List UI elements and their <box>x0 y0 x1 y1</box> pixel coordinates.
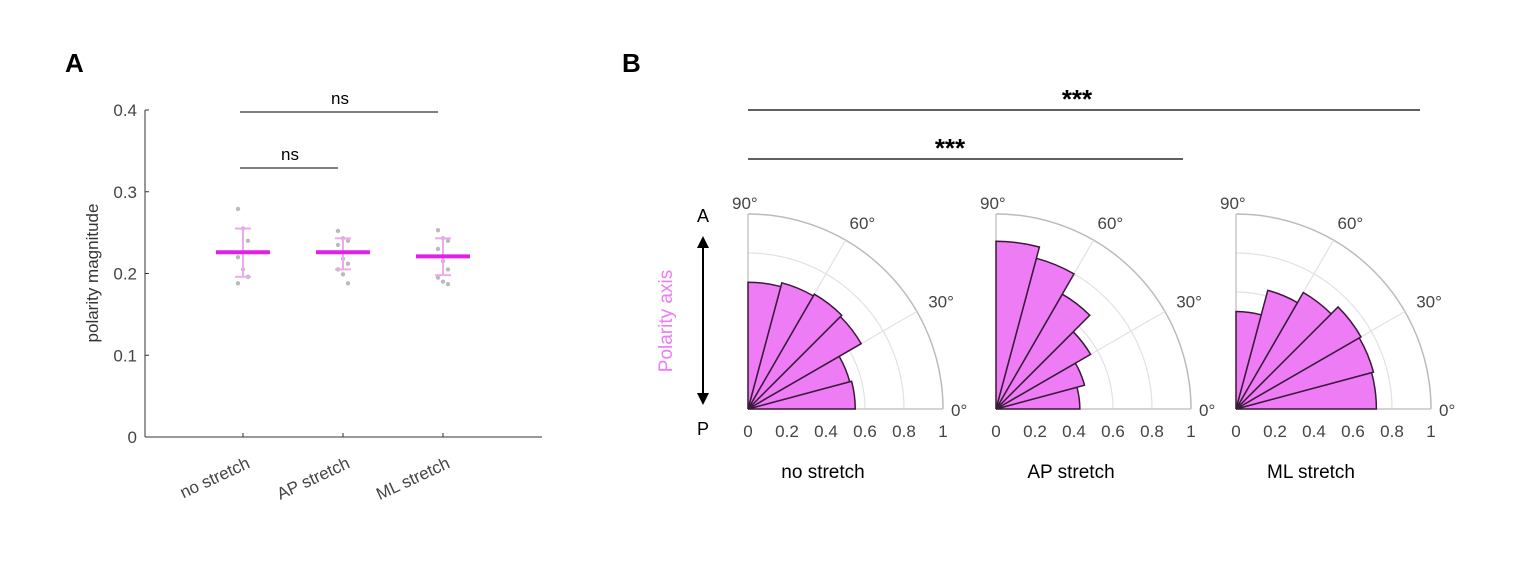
r-tick-label: 0.4 <box>1062 422 1086 441</box>
series-label: no stretch <box>781 462 864 483</box>
data-point <box>445 281 451 287</box>
y-tick-label: 0.3 <box>113 183 137 202</box>
angle-label: 30° <box>1416 293 1442 312</box>
data-point <box>435 227 441 233</box>
histogram-bin <box>747 281 815 410</box>
significance-label: *** <box>1062 84 1093 114</box>
data-point <box>345 261 351 266</box>
r-tick-label: 0.6 <box>853 422 877 441</box>
data-point <box>345 238 351 243</box>
histogram-bin <box>747 281 782 410</box>
radial-gridline <box>747 213 944 410</box>
angle-label: 30° <box>1176 293 1202 312</box>
panel-label-a: A <box>65 48 84 78</box>
data-point <box>345 281 351 286</box>
angle-label: 60° <box>1338 214 1364 233</box>
data-point <box>335 228 341 234</box>
data-point <box>435 246 441 252</box>
r-tick-label: 0 <box>991 422 1000 441</box>
data-point <box>440 279 446 284</box>
significance-label: ns <box>281 145 299 164</box>
data-point <box>340 272 346 277</box>
polar-plot: 0° 30° 60° 90° 0 0.2 0.4 0.6 0.8 1 no stretch <box>732 194 967 483</box>
y-tick-label: 0 <box>128 428 137 447</box>
angle-label: 90° <box>1220 194 1246 213</box>
angle-label: 0° <box>1199 401 1215 420</box>
polar-plot: 0° 30° 60° 90° 0 0.2 0.4 0.6 0.8 1 ML stretch <box>1220 194 1455 483</box>
histogram-bin <box>747 293 843 410</box>
angle-label: 0° <box>1439 401 1455 420</box>
polarity-axis-label: Polarity axis <box>656 270 677 372</box>
axis-end-p: P <box>697 419 709 439</box>
significance-label: *** <box>935 133 966 163</box>
y-tick-label: 0.2 <box>113 265 137 284</box>
r-tick-label: 0.8 <box>1380 422 1404 441</box>
angle-label: 60° <box>850 214 876 233</box>
radial-gridline <box>1235 213 1432 410</box>
r-tick-label: 0 <box>1231 422 1240 441</box>
r-tick-label: 0.4 <box>1302 422 1326 441</box>
r-tick-label: 1 <box>1426 422 1435 441</box>
r-tick-label: 1 <box>938 422 947 441</box>
radial-gridline <box>1235 252 1393 410</box>
data-point <box>445 238 451 243</box>
r-tick-label: 0.6 <box>1341 422 1365 441</box>
histogram-bin <box>1235 289 1299 410</box>
r-tick-label: 0.2 <box>775 422 799 441</box>
y-tick-label: 0.4 <box>113 101 137 120</box>
r-tick-label: 0.2 <box>1023 422 1047 441</box>
r-tick-label: 0 <box>743 422 752 441</box>
data-point <box>435 275 441 280</box>
radial-gridline <box>995 213 1192 410</box>
histogram-bin <box>1235 291 1333 410</box>
angle-label: 90° <box>732 194 758 213</box>
histogram-bin <box>995 240 1041 410</box>
r-tick-label: 0.4 <box>814 422 838 441</box>
panel-label-b: B <box>622 48 641 78</box>
x-tick-label: ML stretch <box>373 453 452 503</box>
polar-plot: 0° 30° 60° 90° 0 0.2 0.4 0.6 0.8 1 AP stretch <box>980 194 1215 483</box>
data-point <box>335 242 341 248</box>
panel-b-chart: 0° 30° 60° 90° 0 0.2 0.4 0.6 0.8 1 no stretch 0° 30°… <box>656 84 1455 483</box>
r-tick-label: 0.2 <box>1263 422 1287 441</box>
data-point <box>235 254 241 260</box>
significance-label: ns <box>331 89 349 108</box>
angle-label: 30° <box>928 293 954 312</box>
r-tick-label: 1 <box>1186 422 1195 441</box>
histogram-bin <box>1235 305 1362 410</box>
data-point <box>235 281 241 286</box>
radial-gridline <box>747 252 905 410</box>
axis-end-a: A <box>697 206 709 226</box>
y-tick-label: 0.1 <box>113 346 137 365</box>
data-point <box>235 206 241 212</box>
arrow-head-up-icon <box>697 236 709 248</box>
series-label: AP stretch <box>1027 462 1114 483</box>
angle-label: 90° <box>980 194 1006 213</box>
data-point <box>445 267 451 272</box>
data-point <box>245 238 251 243</box>
x-tick-label: no stretch <box>177 453 253 502</box>
x-tick-label: AP stretch <box>274 453 353 503</box>
panel-a-chart: 0 0.1 0.2 0.3 0.4 no stretch AP stretch ML stre… <box>83 89 542 504</box>
series-label: ML stretch <box>1267 462 1355 483</box>
angle-label: 0° <box>951 401 967 420</box>
y-axis-label: polarity magnitude <box>83 204 102 343</box>
arrow-head-down-icon <box>697 393 709 405</box>
angle-label: 60° <box>1098 214 1124 233</box>
r-tick-label: 0.6 <box>1101 422 1125 441</box>
histogram-bin <box>1235 310 1263 410</box>
r-tick-label: 0.8 <box>892 422 916 441</box>
r-tick-label: 0.8 <box>1140 422 1164 441</box>
